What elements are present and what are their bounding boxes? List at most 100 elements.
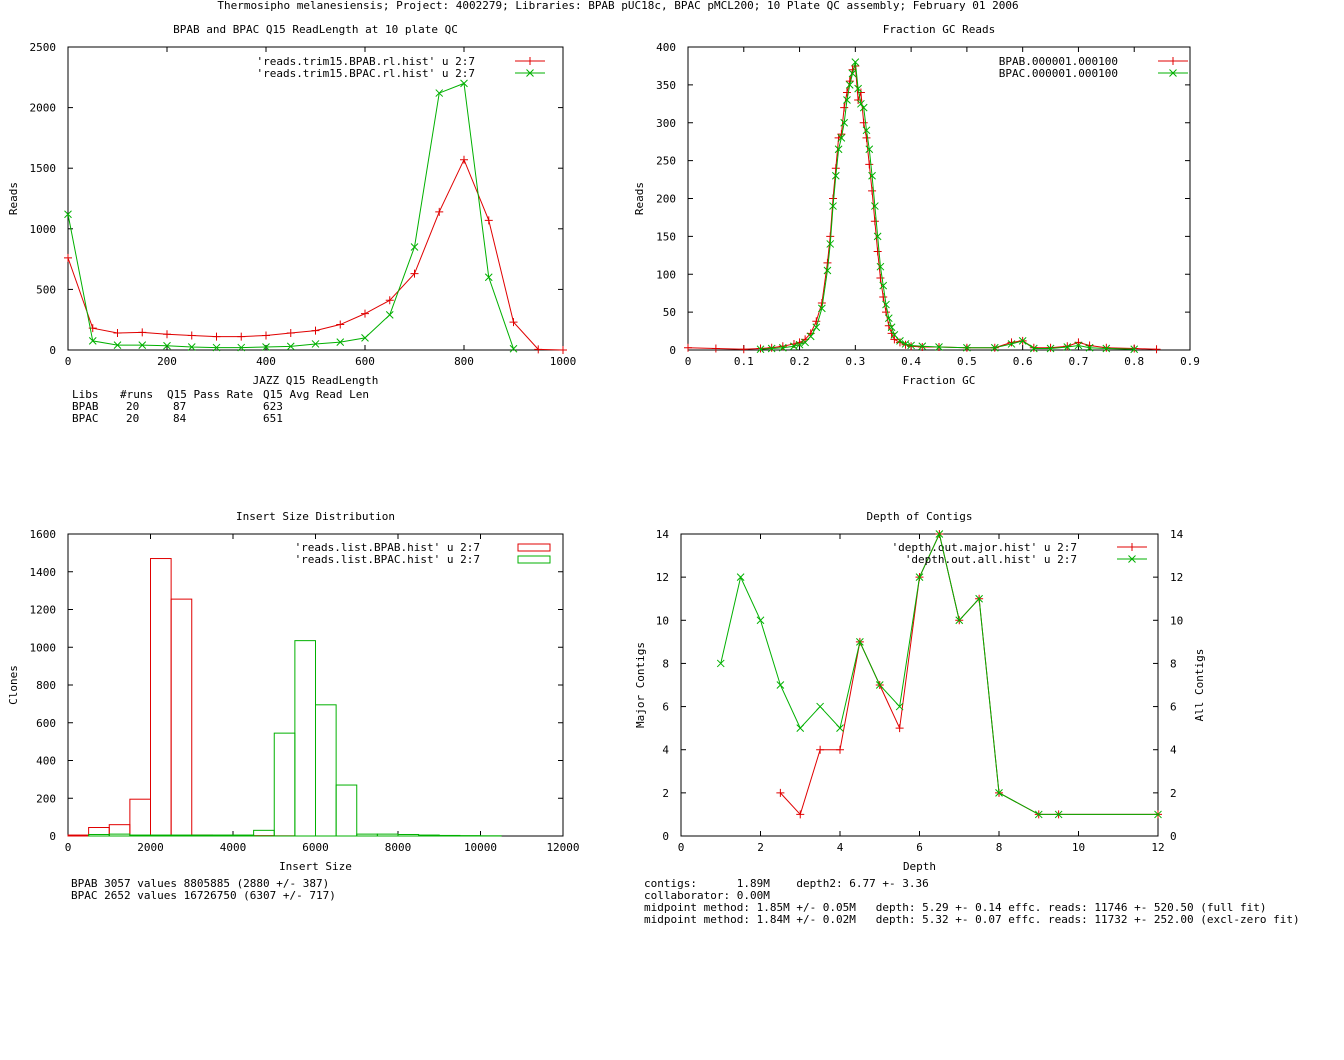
y2-tick-label: 8	[1170, 657, 1177, 670]
stats-cell: BPAC	[72, 412, 99, 425]
y2-axis-label: All Contigs	[1193, 649, 1206, 722]
histogram-bar	[67, 834, 90, 837]
data-point	[834, 145, 843, 154]
x-tick-label: 0.8	[1124, 355, 1144, 368]
data-point	[895, 702, 904, 711]
data-point	[876, 262, 885, 271]
data-point	[1018, 337, 1027, 345]
x-tick-label: 2000	[137, 841, 164, 854]
data-point	[1152, 345, 1161, 354]
x-axis-label: JAZZ Q15 ReadLength	[253, 374, 379, 387]
x-tick-label: 4000	[220, 841, 247, 854]
histogram-bar	[294, 640, 316, 837]
data-point	[918, 342, 927, 351]
stats-header-cell: #runs	[120, 388, 153, 401]
data-point	[840, 103, 849, 112]
y-tick-label: 200	[36, 792, 56, 805]
data-point	[862, 133, 871, 142]
x-tick-label: 4	[837, 841, 844, 854]
y-tick-label: 12	[656, 571, 669, 584]
data-point	[896, 337, 904, 345]
y-tick-label: 800	[36, 679, 56, 692]
data-point	[848, 69, 857, 78]
data-point	[113, 329, 122, 338]
data-point	[776, 788, 785, 797]
data-point	[736, 573, 745, 581]
data-point	[778, 343, 787, 352]
y-tick-label: 2500	[30, 41, 57, 54]
data-point	[286, 329, 295, 338]
data-point	[484, 216, 493, 225]
data-point	[843, 96, 851, 104]
y-tick-label: 6	[662, 701, 669, 714]
data-point	[138, 328, 147, 337]
chart-title: Insert Size Distribution	[236, 510, 395, 523]
y2-tick-label: 4	[1170, 744, 1177, 757]
data-point	[435, 89, 444, 97]
data-point	[907, 341, 915, 350]
data-point	[854, 96, 863, 105]
y-tick-label: 250	[656, 155, 676, 168]
data-point	[796, 810, 805, 819]
data-point	[509, 318, 518, 327]
x-tick-label: 0	[65, 355, 72, 368]
legend-swatch	[517, 555, 551, 564]
x-tick-label: 400	[256, 355, 276, 368]
data-point	[816, 745, 825, 754]
y-tick-label: 600	[36, 717, 56, 730]
data-point	[816, 702, 824, 711]
data-point	[1029, 344, 1038, 353]
stats-line: midpoint method: 1.85M +/- 0.05M depth: …	[644, 901, 1267, 914]
y-tick-label: 2	[662, 787, 669, 800]
data-point	[963, 343, 971, 352]
y-tick-label: 4	[662, 744, 669, 757]
data-point	[212, 332, 221, 341]
data-point	[859, 118, 868, 127]
data-point	[884, 314, 893, 323]
histogram-bar	[150, 834, 172, 837]
histogram-bar	[191, 834, 213, 837]
y-tick-label: 8	[662, 657, 669, 670]
x-tick-label: 0.4	[901, 355, 921, 368]
y-tick-label: 0	[49, 344, 56, 357]
y-tick-label: 0	[669, 344, 676, 357]
data-point	[262, 331, 270, 340]
y-tick-label: 1000	[30, 223, 57, 236]
stats-line: BPAB 3057 values 8805885 (2880 +/- 387)	[71, 877, 329, 890]
y-tick-label: 14	[656, 528, 670, 541]
data-point	[879, 292, 888, 301]
y2-tick-label: 12	[1170, 571, 1183, 584]
stats-cell: 87	[173, 400, 186, 413]
x-tick-label: 6	[916, 841, 923, 854]
legend-label: 'reads.list.BPAC.hist' u 2:7	[295, 553, 480, 566]
data-point	[716, 659, 725, 668]
data-point	[1046, 344, 1055, 353]
data-point	[887, 323, 896, 332]
data-point	[756, 616, 765, 625]
data-point	[823, 266, 832, 275]
data-point	[873, 247, 882, 256]
x-tick-label: 8000	[385, 841, 412, 854]
data-point	[1130, 344, 1139, 353]
data-point	[915, 573, 924, 581]
y-tick-label: 1500	[30, 162, 57, 175]
x-axis-label: Insert Size	[279, 860, 352, 873]
histogram-bar	[335, 784, 358, 837]
y2-tick-label: 6	[1170, 701, 1177, 714]
data-point	[975, 594, 983, 603]
data-point	[856, 638, 864, 646]
data-point	[767, 343, 776, 352]
legend-label: 'reads.trim15.BPAB.rl.hist' u 2:7	[256, 55, 475, 68]
histogram-bar	[273, 732, 296, 837]
data-point	[262, 343, 270, 351]
data-point	[1085, 343, 1094, 352]
data-point	[873, 232, 882, 241]
legend-label: 'reads.trim15.BPAC.rl.hist' u 2:7	[256, 67, 475, 80]
stats-cell: 651	[263, 412, 283, 425]
data-point	[1130, 345, 1139, 354]
data-point	[879, 281, 888, 290]
legend-marker	[1169, 69, 1177, 77]
y-tick-label: 400	[656, 41, 676, 54]
y-tick-label: 0	[662, 830, 669, 843]
